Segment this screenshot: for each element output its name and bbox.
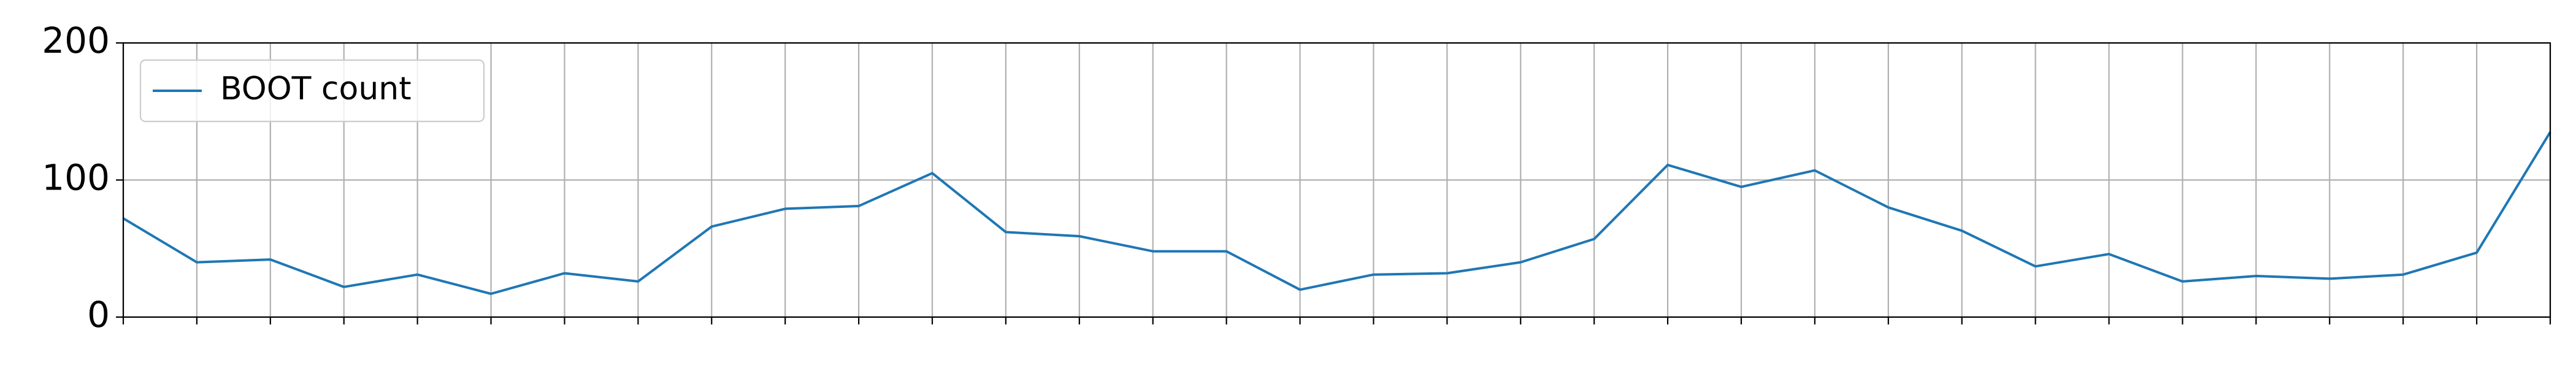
y-tick-label: 200 [42,20,110,61]
data-line [122,131,2551,296]
y-tick-label: 0 [87,294,110,335]
legend-label: BOOT count [220,71,412,107]
y-tick-label: 100 [42,157,110,199]
legend-box [139,59,485,123]
plot-frame [122,42,2551,318]
